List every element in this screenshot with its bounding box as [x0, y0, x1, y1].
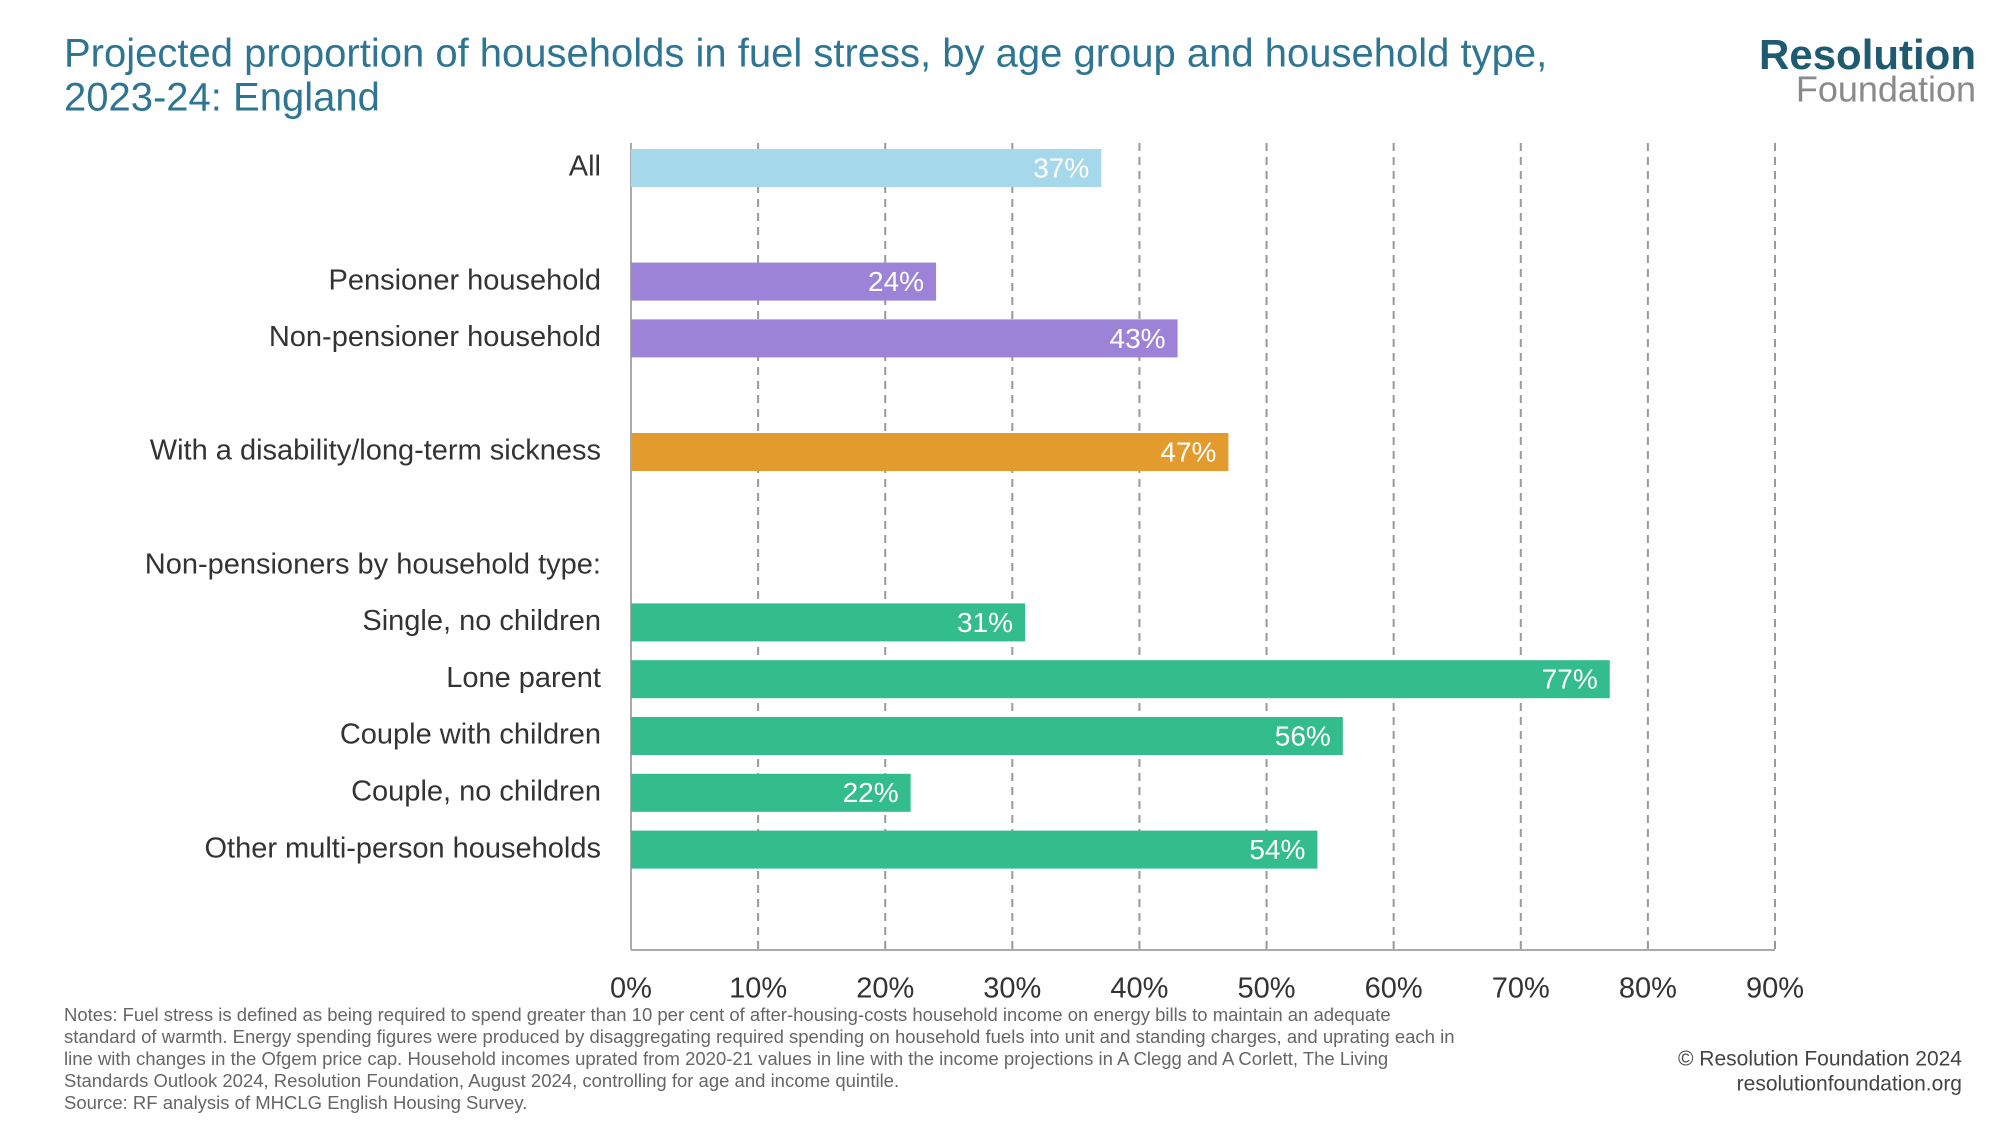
value-label: 54%: [1249, 834, 1305, 865]
bar: [631, 660, 1610, 699]
logo-bottom: Foundation: [1796, 69, 1976, 110]
bar: [631, 830, 1318, 869]
value-label: 31%: [957, 607, 1013, 638]
x-tick-label: 70%: [1492, 973, 1550, 1005]
logo-top: Resolution: [1759, 31, 1976, 78]
note: Standards Outlook 2024, Resolution Found…: [64, 1070, 899, 1091]
note: Source: RF analysis of MHCLG English Hou…: [64, 1092, 527, 1113]
y-tick-label: Couple, no children: [351, 775, 601, 807]
bar: [631, 717, 1343, 755]
x-tick-label: 80%: [1619, 973, 1677, 1005]
y-tick-label: Other multi-person households: [204, 832, 601, 864]
value-label: 43%: [1110, 323, 1166, 354]
value-label: 22%: [843, 777, 899, 808]
x-tick-label: 20%: [856, 973, 914, 1005]
credit: resolutionfoundation.org: [1737, 1073, 1962, 1096]
y-tick-label: With a disability/long-term sickness: [150, 435, 601, 467]
note: Notes: Fuel stress is defined as being r…: [64, 1004, 1391, 1025]
bar: [631, 319, 1178, 358]
note: line with changes in the Ofgem price cap…: [64, 1048, 1388, 1069]
x-tick-label: 60%: [1365, 973, 1423, 1005]
bar: [631, 773, 911, 812]
y-tick-label: Non-pensioner household: [269, 321, 601, 353]
bar: [631, 433, 1229, 471]
x-tick-label: 0%: [610, 973, 652, 1005]
chart-title: Projected proportion of households in fu…: [64, 32, 1547, 76]
chart-subtitle: 2023-24: England: [64, 76, 380, 120]
y-tick-label: Non-pensioners by household type:: [145, 548, 601, 580]
y-tick-label: Couple with children: [340, 719, 601, 751]
bar: [631, 149, 1102, 187]
x-tick-label: 30%: [983, 973, 1041, 1005]
value-label: 47%: [1160, 436, 1216, 467]
bar: [631, 262, 937, 301]
value-label: 77%: [1542, 664, 1598, 695]
note: standard of warmth. Energy spending figu…: [64, 1026, 1454, 1047]
y-tick-label: Lone parent: [446, 662, 601, 694]
x-tick-label: 90%: [1746, 973, 1804, 1005]
value-label: 24%: [868, 266, 924, 297]
y-tick-label: Pensioner household: [329, 264, 601, 296]
value-label: 56%: [1275, 720, 1331, 751]
x-tick-label: 10%: [729, 973, 787, 1005]
y-tick-label: All: [569, 151, 601, 183]
y-tick-label: Single, no children: [362, 605, 601, 637]
x-tick-label: 40%: [1110, 973, 1168, 1005]
x-tick-label: 50%: [1238, 973, 1296, 1005]
credit: © Resolution Foundation 2024: [1678, 1048, 1962, 1071]
bar: [631, 603, 1026, 642]
value-label: 37%: [1033, 152, 1089, 183]
